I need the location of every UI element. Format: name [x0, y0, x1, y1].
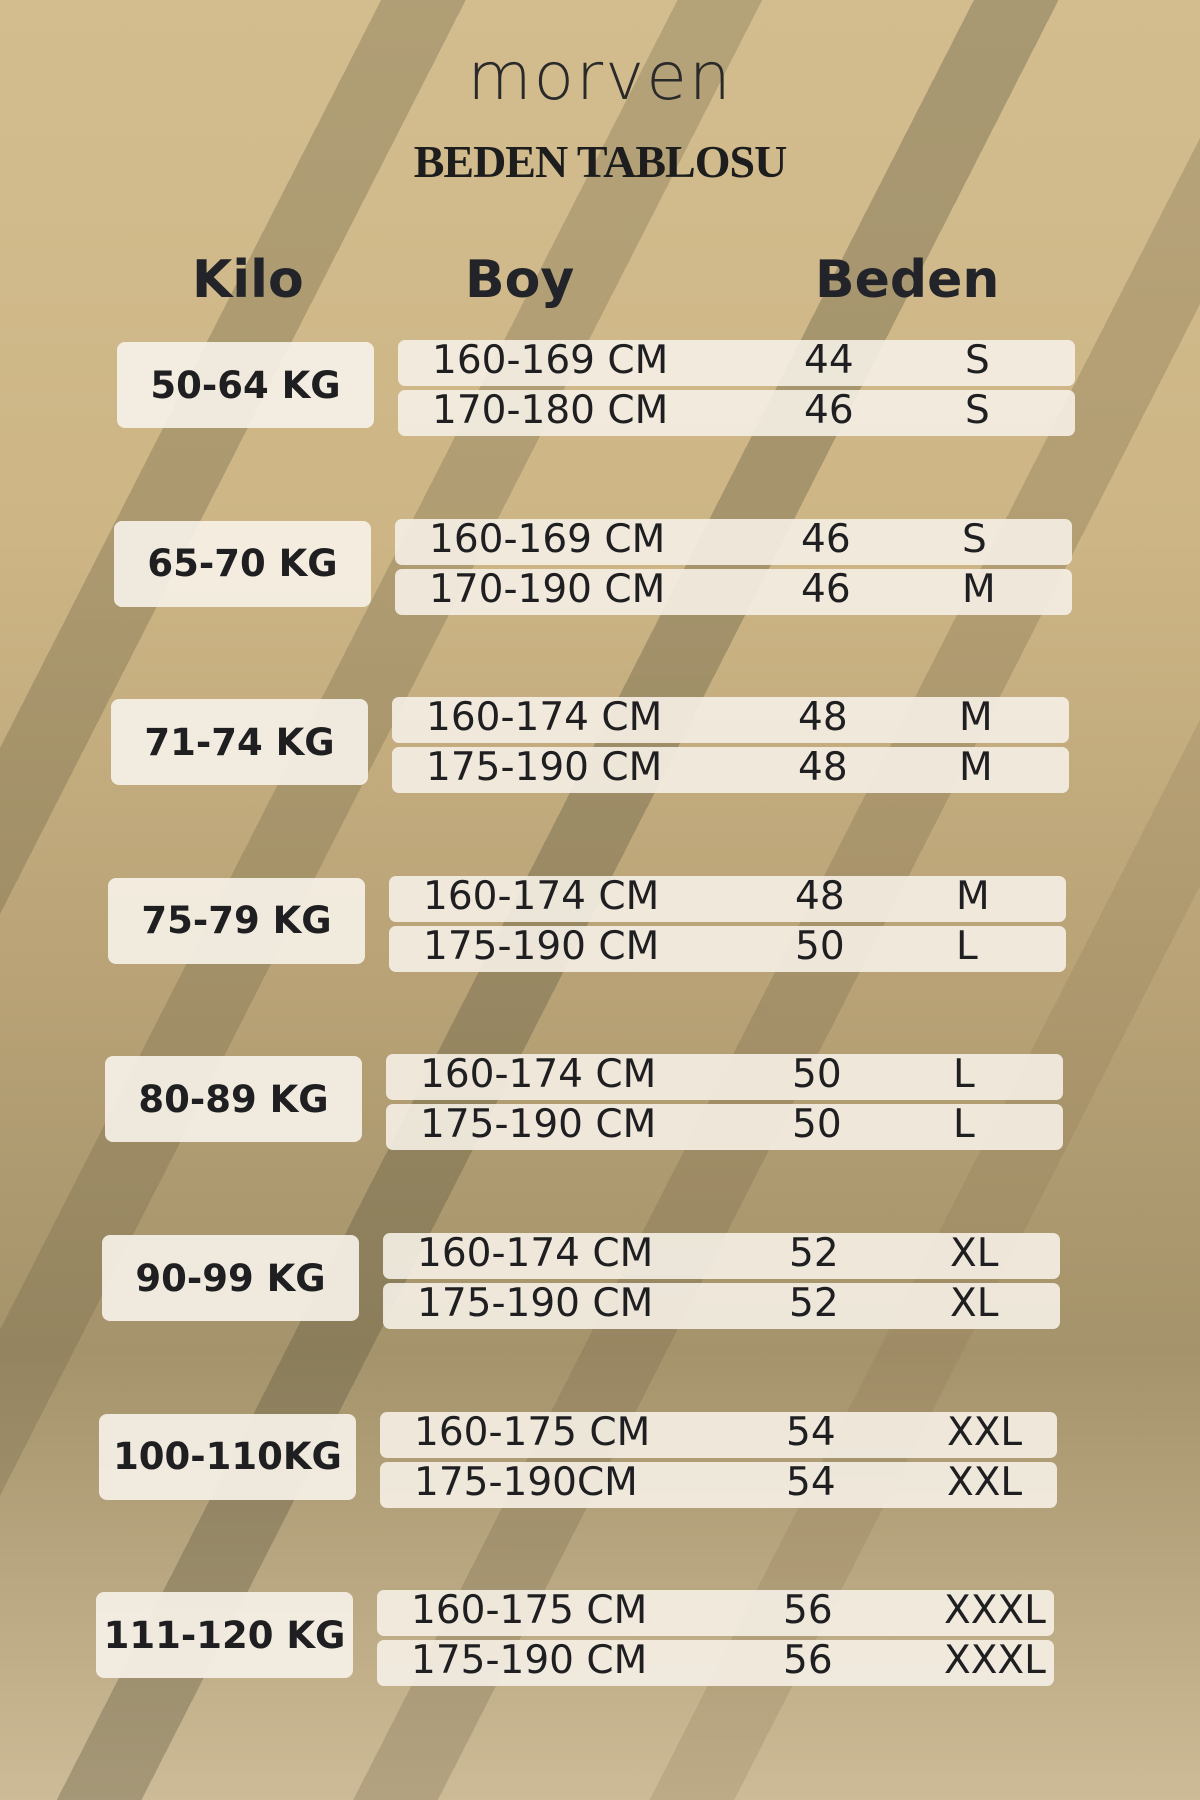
size-number: 50 — [792, 1052, 842, 1098]
size-letter: L — [956, 923, 978, 969]
boy-range: 175-190 CM — [420, 1102, 657, 1148]
size-row: 170-190 CM 46 M — [395, 566, 1072, 615]
size-number: 56 — [783, 1588, 833, 1634]
kilo-range: 71-74 KG — [111, 699, 368, 786]
size-row: 175-190 CM 56 XXXL — [377, 1638, 1054, 1687]
kilo-range: 100-110KG — [99, 1413, 356, 1500]
size-letter: S — [965, 388, 990, 433]
brand-logo: morven — [467, 38, 733, 115]
size-number: 46 — [801, 516, 851, 562]
size-number: 44 — [804, 338, 854, 383]
size-number: 50 — [792, 1102, 842, 1148]
boy-range: 160-169 CM — [429, 516, 666, 562]
boy-range: 160-169 CM — [432, 338, 669, 383]
size-letter: M — [962, 566, 996, 612]
size-number: 52 — [789, 1281, 839, 1326]
size-group: 65-70 KG 160-169 CM 46 S 170-190 CM 46 M — [0, 516, 1197, 619]
boy-range: 160-174 CM — [423, 873, 660, 919]
boy-range: 175-190 CM — [417, 1281, 654, 1326]
size-number: 46 — [804, 388, 854, 433]
size-group: 75-79 KG 160-174 CM 48 M 175-190 CM 50 L — [0, 873, 1191, 976]
size-row: 170-180 CM 46 S — [398, 388, 1075, 436]
size-group: 80-89 KG 160-174 CM 50 L 175-190 CM 50 L — [0, 1052, 1188, 1154]
size-group: 71-74 KG 160-174 CM 48 M 175-190 CM 48 M — [0, 695, 1194, 797]
size-group: 50-64 KG 160-169 CM 44 S 170-180 CM 46 S — [0, 338, 1200, 440]
size-row: 160-174 CM 50 L — [386, 1052, 1063, 1101]
kilo-range: 80-89 KG — [105, 1056, 362, 1143]
size-number: 52 — [789, 1231, 839, 1276]
size-number: 48 — [795, 873, 845, 919]
page-title: BEDEN TABLOSU — [413, 136, 788, 187]
kilo-range: 75-79 KG — [108, 877, 365, 964]
size-letter: L — [953, 1102, 975, 1148]
header-kilo: Kilo — [192, 250, 304, 310]
size-row: 160-175 CM 54 XXL — [380, 1409, 1057, 1458]
boy-range: 160-174 CM — [417, 1231, 654, 1276]
size-letter: S — [962, 516, 987, 562]
size-row: 160-174 CM 48 M — [392, 695, 1069, 744]
boy-range: 160-175 CM — [414, 1409, 651, 1455]
size-group: 100-110KG 160-175 CM 54 XXL 175-190CM 54… — [0, 1409, 1182, 1512]
size-row: 160-174 CM 48 M — [389, 873, 1066, 922]
size-letter: XXL — [947, 1459, 1023, 1505]
size-number: 48 — [798, 745, 848, 791]
size-letter: M — [959, 695, 993, 741]
size-letter: XL — [950, 1281, 999, 1326]
kilo-range: 50-64 KG — [117, 342, 374, 428]
size-number: 56 — [783, 1638, 833, 1684]
boy-range: 160-175 CM — [411, 1588, 648, 1634]
kilo-range: 111-120 KG — [96, 1592, 353, 1679]
boy-range: 170-190 CM — [429, 566, 666, 612]
size-row: 175-190 CM 48 M — [392, 745, 1069, 794]
size-row: 160-169 CM 46 S — [395, 516, 1072, 565]
kilo-range: 90-99 KG — [102, 1235, 359, 1321]
size-letter: L — [953, 1052, 975, 1098]
boy-range: 175-190 CM — [411, 1638, 648, 1684]
size-group: 90-99 KG 160-174 CM 52 XL 175-190 CM 52 … — [0, 1231, 1185, 1333]
size-number: 46 — [801, 566, 851, 612]
size-row: 175-190CM 54 XXL — [380, 1459, 1057, 1508]
size-letter: XXXL — [944, 1588, 1046, 1634]
kilo-range: 65-70 KG — [114, 520, 371, 607]
size-number: 50 — [795, 923, 845, 969]
boy-range: 160-174 CM — [420, 1052, 657, 1098]
size-group: 111-120 KG 160-175 CM 56 XXXL 175-190 CM… — [0, 1588, 1179, 1690]
size-number: 54 — [786, 1459, 836, 1505]
size-row: 160-175 CM 56 XXXL — [377, 1588, 1054, 1637]
header-boy: Boy — [465, 250, 575, 310]
boy-range: 175-190 CM — [426, 745, 663, 791]
size-row: 160-169 CM 44 S — [398, 338, 1075, 386]
header-beden: Beden — [815, 250, 1000, 310]
size-letter: XL — [950, 1231, 999, 1276]
size-letter: XXXL — [944, 1638, 1046, 1684]
size-letter: M — [956, 873, 990, 919]
size-number: 48 — [798, 695, 848, 741]
size-letter: S — [965, 338, 990, 383]
size-number: 54 — [786, 1409, 836, 1455]
size-row: 175-190 CM 52 XL — [383, 1281, 1060, 1329]
boy-range: 160-174 CM — [426, 695, 663, 741]
size-row: 175-190 CM 50 L — [386, 1102, 1063, 1151]
size-letter: M — [959, 745, 993, 791]
size-row: 160-174 CM 52 XL — [383, 1231, 1060, 1279]
boy-range: 170-180 CM — [432, 388, 669, 433]
boy-range: 175-190 CM — [423, 923, 660, 969]
boy-range: 175-190CM — [414, 1459, 638, 1505]
size-letter: XXL — [947, 1409, 1023, 1455]
size-row: 175-190 CM 50 L — [389, 923, 1066, 972]
